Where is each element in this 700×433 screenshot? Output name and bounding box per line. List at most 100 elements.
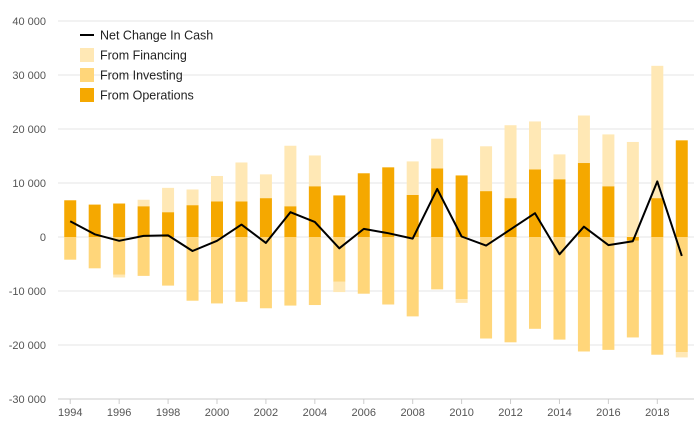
bar-from-investing-1998 <box>162 237 175 286</box>
bar-from-operations-2001 <box>235 201 248 237</box>
legend: Net Change In Cash From Financing From Inv… <box>80 29 213 103</box>
bar-from-operations-2005 <box>333 195 346 237</box>
bar-from-financing-2011 <box>480 146 493 192</box>
bar-from-investing-1997 <box>137 237 150 276</box>
bar-from-operations-2018 <box>651 198 664 237</box>
y-tick-label: -30 000 <box>9 394 46 406</box>
y-tick-label: -20 000 <box>9 340 46 352</box>
y-tick-label: 30 000 <box>12 70 46 82</box>
bar-from-financing-2003 <box>284 145 297 207</box>
bar-from-operations-1996 <box>113 203 126 237</box>
bar-from-investing-2019 <box>675 237 688 353</box>
bar-from-financing-1997 <box>137 199 150 207</box>
bar-from-investing-1996 <box>113 237 126 275</box>
x-tick-label: 2008 <box>400 407 424 419</box>
bar-from-investing-2007 <box>382 237 395 305</box>
bar-from-operations-2006 <box>357 173 370 237</box>
bar-from-operations-1994 <box>64 200 77 237</box>
x-tick-label: 1996 <box>107 407 131 419</box>
bar-from-financing-2005 <box>333 281 346 293</box>
bar-from-financing-2002 <box>259 174 272 199</box>
legend-swatch-from-investing <box>80 68 94 82</box>
bar-from-investing-2006 <box>357 237 370 294</box>
bar-from-investing-2013 <box>529 237 541 329</box>
bar-from-financing-2010 <box>455 299 468 303</box>
bar-from-operations-2019 <box>675 140 688 237</box>
legend-label: Net Change In Cash <box>100 29 213 43</box>
bar-from-financing-2019 <box>675 352 688 358</box>
bar-from-financing-2017 <box>626 141 639 237</box>
bar-from-investing-2017 <box>626 240 639 338</box>
y-tick-label: 0 <box>40 232 46 244</box>
bar-from-operations-2008 <box>406 194 419 237</box>
bar-from-operations-2000 <box>211 201 223 237</box>
bar-from-investing-2004 <box>308 237 321 306</box>
y-tick-label: -10 000 <box>9 286 46 298</box>
x-tick-label: 2016 <box>596 407 620 419</box>
bar-from-financing-2004 <box>308 155 321 187</box>
legend-label: From Operations <box>100 89 194 103</box>
legend-label: From Investing <box>100 69 183 83</box>
bar-from-operations-2002 <box>259 198 272 237</box>
bar-from-investing-2010 <box>455 237 468 300</box>
bar-from-financing-2000 <box>211 175 223 202</box>
x-tick-label: 2018 <box>645 407 669 419</box>
y-tick-label: 20 000 <box>12 124 46 136</box>
bar-from-operations-2011 <box>480 191 493 237</box>
x-tick-label: 2010 <box>449 407 473 419</box>
bar-from-operations-2010 <box>455 175 468 237</box>
x-tick-label: 2000 <box>205 407 229 419</box>
bar-from-financing-2009 <box>431 138 444 169</box>
bar-from-operations-2015 <box>577 163 590 237</box>
bar-from-financing-2018 <box>651 65 664 199</box>
bar-from-investing-2015 <box>577 237 590 352</box>
net-change-line-group <box>69 180 683 257</box>
bar-from-investing-2002 <box>259 237 272 309</box>
bar-from-operations-2014 <box>553 179 566 237</box>
legend-swatch-from-operations <box>80 88 94 102</box>
bar-from-financing-2014 <box>553 154 566 180</box>
bar-from-operations-2004 <box>308 186 321 237</box>
bar-from-operations-2013 <box>529 169 541 237</box>
net-change-line <box>69 180 683 257</box>
y-tick-label: 10 000 <box>12 178 46 190</box>
x-tick-label: 2004 <box>303 407 327 419</box>
bar-from-investing-2011 <box>480 237 493 339</box>
bars <box>64 65 688 358</box>
bar-from-investing-2008 <box>406 237 419 317</box>
bar-from-financing-2012 <box>504 125 517 199</box>
bar-from-operations-1998 <box>162 212 175 237</box>
bar-from-operations-2007 <box>382 167 395 237</box>
legend-label: From Financing <box>100 49 187 63</box>
axes: -30 000 -20 000 -10 000 0 10 000 20 000 30 000… <box>9 16 694 419</box>
bar-from-financing-1998 <box>162 187 175 213</box>
x-tick-label: 1994 <box>58 407 82 419</box>
bar-from-financing-1996 <box>113 274 126 278</box>
bar-from-operations-2003 <box>284 206 297 237</box>
legend-swatch-from-financing <box>80 48 94 62</box>
bar-from-operations-1999 <box>186 205 199 237</box>
bar-from-investing-2001 <box>235 237 248 302</box>
bar-from-investing-1995 <box>88 237 101 269</box>
bar-from-financing-2013 <box>529 121 541 170</box>
bar-from-financing-2008 <box>406 161 419 195</box>
bar-from-operations-2009 <box>431 168 444 237</box>
bar-from-investing-2003 <box>284 237 297 306</box>
bar-from-investing-2012 <box>504 237 517 343</box>
bar-from-investing-1999 <box>186 237 199 301</box>
bar-from-operations-1995 <box>88 204 101 237</box>
bar-from-financing-1999 <box>186 189 199 206</box>
bar-from-financing-2015 <box>577 115 590 164</box>
x-tick-label: 2012 <box>498 407 522 419</box>
bar-from-operations-1997 <box>137 206 150 237</box>
bar-from-operations-2016 <box>602 186 615 237</box>
x-tick-label: 2014 <box>547 407 571 419</box>
x-tick-label: 1998 <box>156 407 180 419</box>
bar-from-investing-2016 <box>602 237 615 350</box>
bar-from-investing-2018 <box>651 237 664 355</box>
y-tick-label: 40 000 <box>12 16 46 28</box>
bar-from-investing-2009 <box>431 237 444 290</box>
bar-from-investing-2014 <box>553 237 566 340</box>
x-tick-label: 2002 <box>254 407 278 419</box>
